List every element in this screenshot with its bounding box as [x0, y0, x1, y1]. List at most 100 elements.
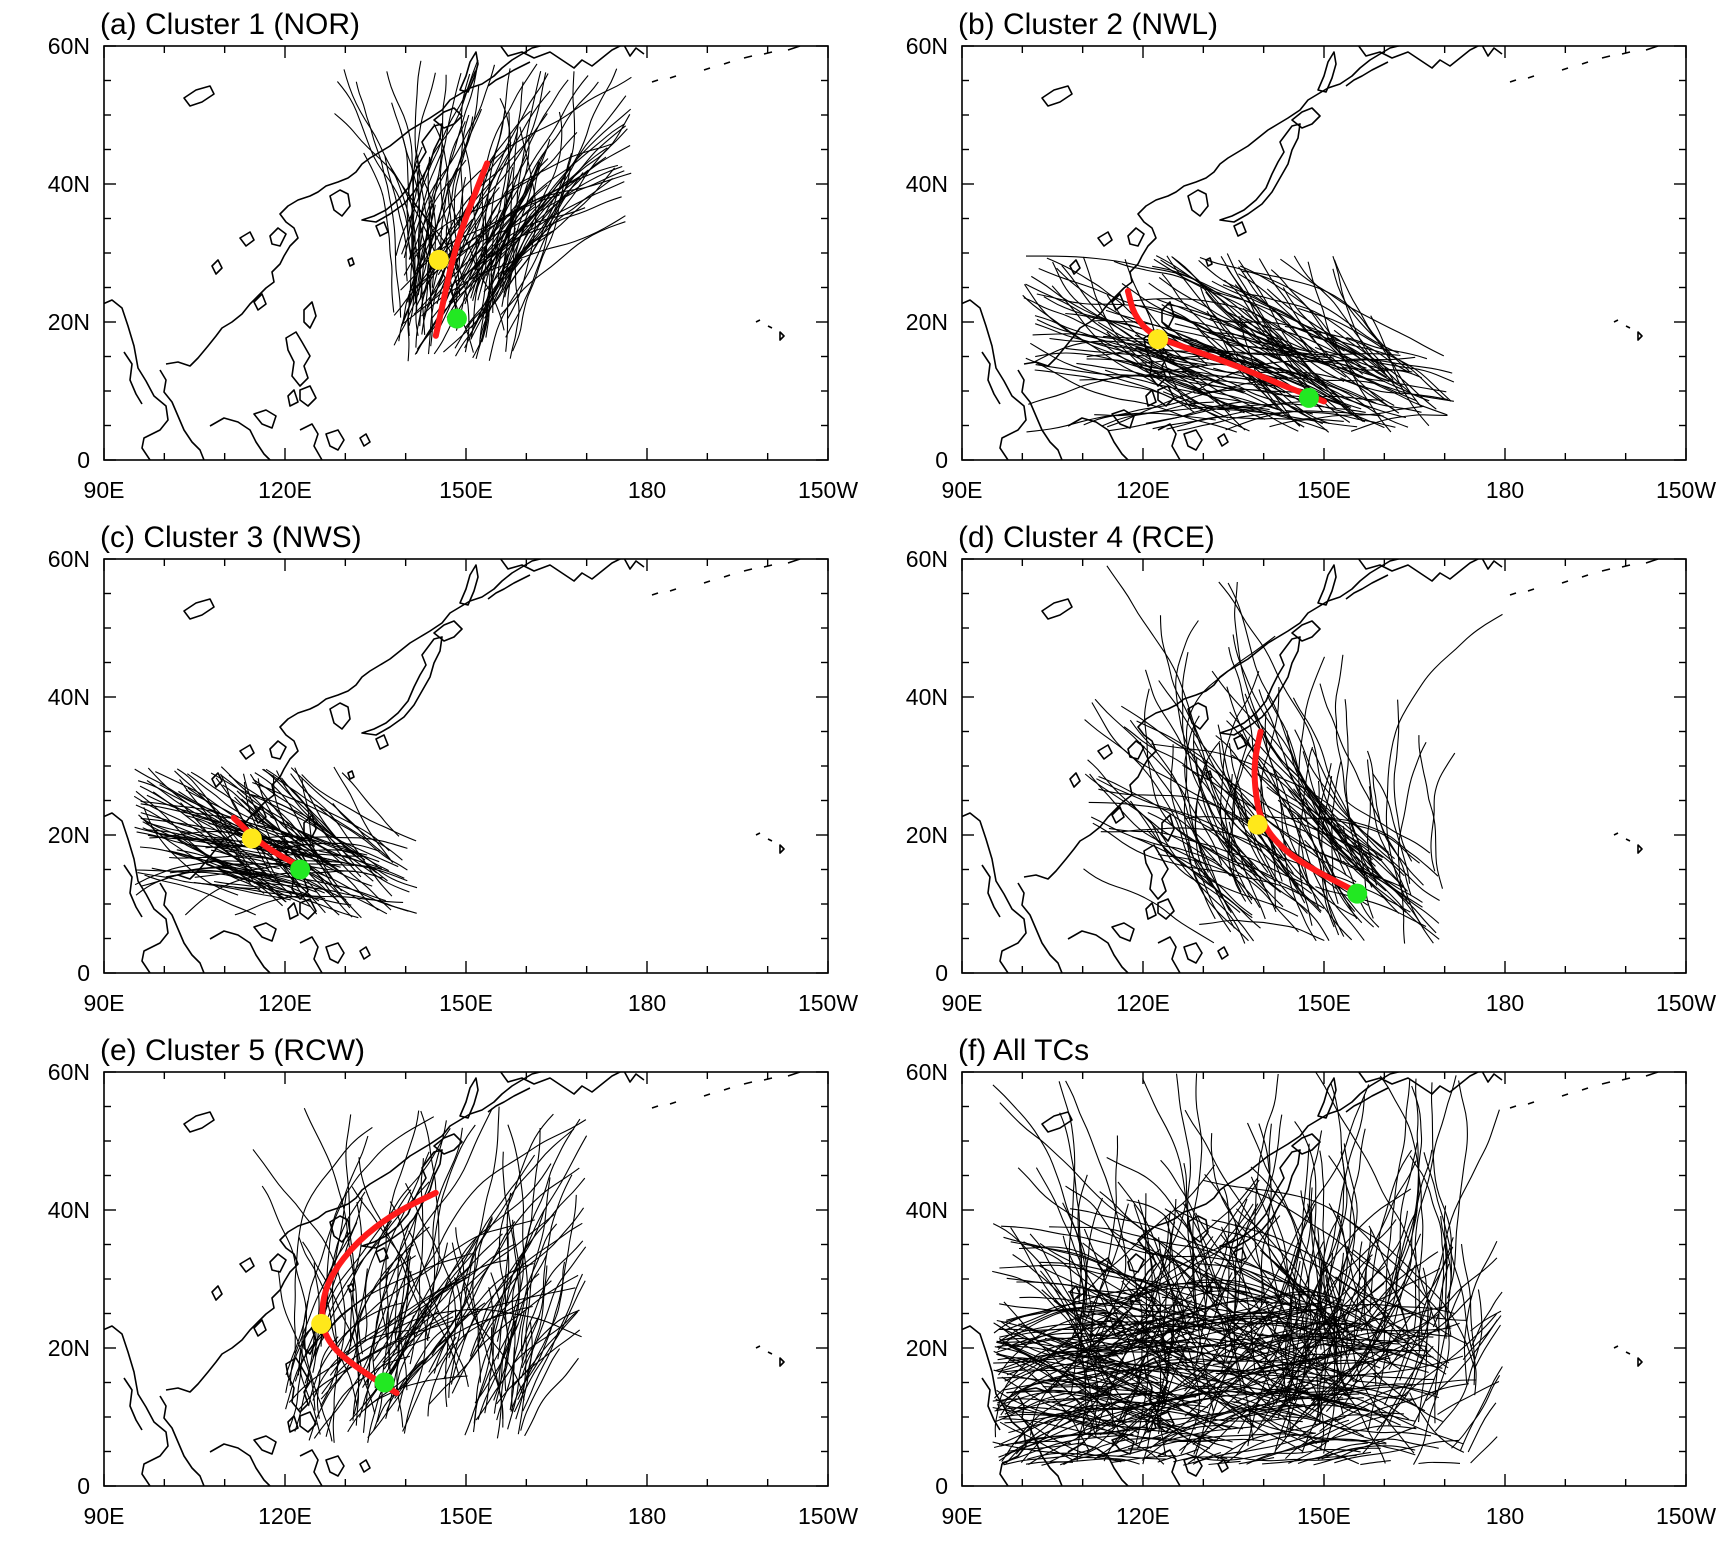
tc-track: [1323, 1252, 1334, 1327]
tc-track: [455, 188, 515, 331]
panel-title: (f) All TCs: [958, 1034, 1089, 1067]
tc-track: [1039, 1261, 1322, 1305]
lon-tick-label: 90E: [84, 477, 125, 503]
tc-track: [1275, 1143, 1310, 1405]
tc-track: [1308, 334, 1403, 388]
lat-tick-label: 0: [77, 1473, 90, 1499]
panel-title: (e) Cluster 5 (RCW): [100, 1034, 365, 1067]
tc-track: [997, 1377, 1086, 1388]
lon-tick-label: 90E: [84, 1503, 125, 1529]
tc-track: [301, 831, 392, 911]
tc-track: [997, 1305, 1107, 1350]
tc-track: [1317, 1442, 1368, 1460]
tc-track: [1211, 1369, 1426, 1412]
tc-track: [140, 817, 408, 882]
map-panel-6: (f) All TCs 90E 120E 150E 180 150W 0 20N 40N 60N: [906, 1034, 1717, 1529]
tc-track: [1196, 757, 1254, 866]
lat-tick-label: 0: [935, 1473, 948, 1499]
tc-track: [1152, 400, 1313, 430]
tc-track: [1158, 277, 1367, 369]
tc-track: [1266, 694, 1381, 862]
lat-tick-label: 20N: [48, 822, 90, 848]
tc-track: [397, 1325, 451, 1412]
tc-track: [1311, 748, 1395, 860]
tc-track: [257, 778, 333, 897]
tc-track: [1099, 1397, 1211, 1436]
tc-track: [1063, 1436, 1162, 1466]
lat-tick-label: 60N: [906, 546, 948, 572]
lon-tick-label: 150E: [1297, 990, 1351, 1016]
tc-track: [1463, 1240, 1498, 1384]
tc-track: [1280, 1335, 1443, 1369]
tc-track: [388, 1119, 587, 1369]
tc-track: [1310, 1386, 1439, 1401]
tc-track: [1144, 1286, 1189, 1368]
tc-track: [399, 128, 416, 327]
tc-track: [439, 198, 490, 328]
tc-track: [1418, 1109, 1500, 1352]
tc-track: [1010, 1227, 1122, 1398]
tc-track: [1135, 347, 1274, 409]
tc-track: [993, 1322, 1170, 1399]
tc-track: [1319, 1379, 1477, 1432]
lon-tick-label: 150E: [439, 990, 493, 1016]
tc-track: [1090, 1237, 1236, 1333]
tc-track: [1294, 729, 1440, 901]
tc-track: [1303, 372, 1395, 406]
tc-track: [481, 227, 516, 343]
lon-tick-label: 150W: [1656, 477, 1716, 503]
tc-track: [1158, 680, 1357, 883]
map-area: [962, 559, 1659, 973]
tc-track: [496, 1135, 588, 1342]
tc-track: [1372, 772, 1411, 884]
tc-track: [1176, 1322, 1201, 1455]
tc-track: [1025, 357, 1237, 433]
map-frame: [961, 558, 1687, 974]
tc-track: [1062, 1235, 1086, 1298]
tc-track: [997, 1357, 1120, 1375]
tc-track: [140, 812, 238, 846]
axis-ticks: [103, 1071, 829, 1487]
tc-track: [1293, 255, 1394, 381]
tc-track: [1090, 816, 1253, 916]
tc-track: [1156, 328, 1337, 409]
tc-track: [355, 81, 402, 318]
tc-track: [1185, 1449, 1361, 1461]
tc-track: [325, 1355, 411, 1437]
tc-track: [269, 816, 390, 872]
lon-tick-label: 180: [628, 990, 666, 1016]
tc-track: [999, 1426, 1146, 1447]
lon-tick-label: 180: [1486, 477, 1524, 503]
tc-track: [500, 221, 626, 315]
map-area: [104, 46, 801, 460]
tc-track: [1418, 1461, 1461, 1465]
tc-track: [416, 204, 436, 311]
tc-track: [415, 90, 551, 272]
tc-track: [1256, 1143, 1358, 1430]
tc-track: [1166, 255, 1303, 395]
tc-track: [1058, 1081, 1087, 1410]
tc-track: [308, 1301, 406, 1407]
tc-track: [1291, 1383, 1383, 1424]
lat-tick-label: 0: [935, 447, 948, 473]
lon-tick-label: 120E: [258, 1503, 312, 1529]
tc-track: [1162, 1198, 1177, 1377]
tc-track: [146, 794, 289, 837]
genesis-marker: [1347, 883, 1368, 904]
tc-track: [1451, 1375, 1501, 1449]
tc-track: [1158, 1320, 1358, 1442]
tc-track: [1388, 1306, 1433, 1426]
tc-track: [1303, 843, 1440, 924]
tc-track: [1001, 1390, 1151, 1405]
tc-track: [1003, 1448, 1094, 1466]
tc-track: [1353, 1241, 1363, 1346]
tc-track: [252, 781, 369, 841]
tc-track: [518, 1261, 566, 1392]
tc-track: [1362, 1345, 1434, 1454]
tc-track: [234, 886, 359, 919]
tc-track: [220, 870, 326, 900]
tc-track: [1227, 1349, 1393, 1374]
tc-track: [1470, 1310, 1502, 1332]
tc-track: [521, 1240, 584, 1352]
